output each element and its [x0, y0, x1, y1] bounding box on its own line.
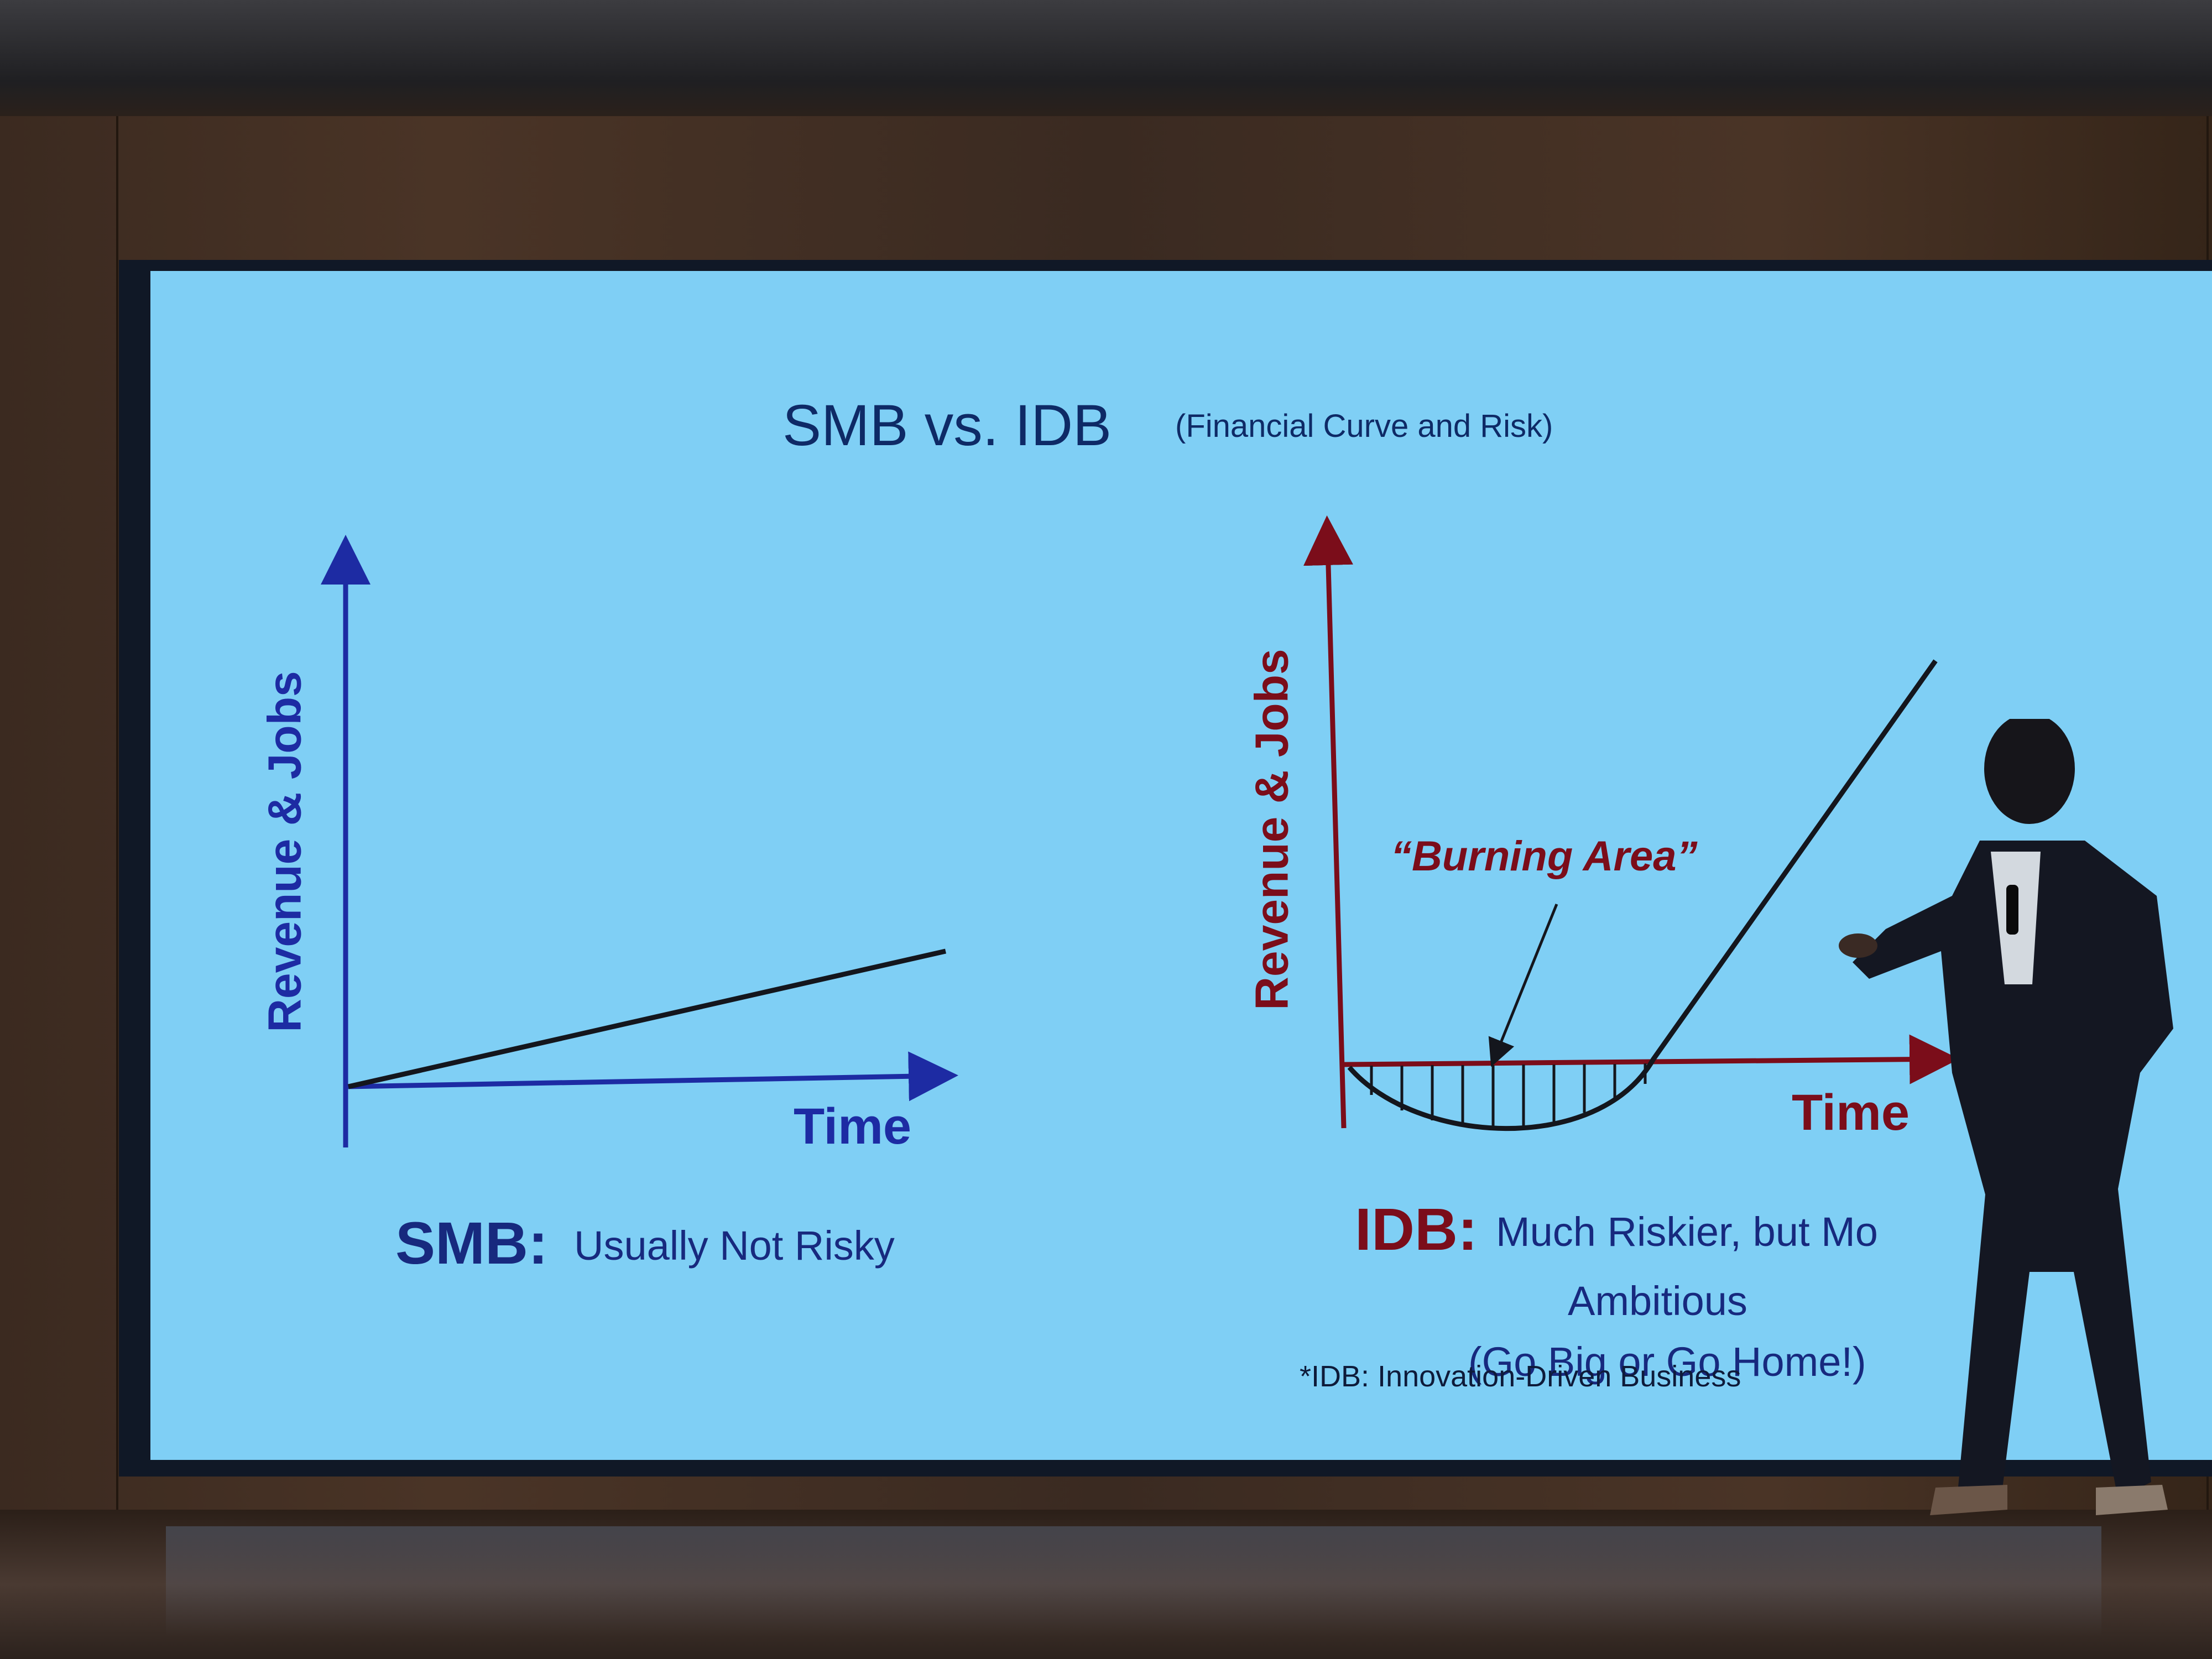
right-y-axis: [1303, 515, 1353, 1129]
projection-screen: [150, 271, 2212, 1460]
idb-caption-head: IDB:: [1355, 1196, 1478, 1262]
smb-caption-head: SMB:: [395, 1209, 548, 1276]
slide-title: SMB vs. IDB: [782, 393, 1112, 458]
left-x-axis: [345, 1051, 958, 1102]
burning-area-label: “Burning Area”: [1391, 833, 1698, 880]
right-x-axis: [1343, 1034, 1959, 1084]
speaker-silhouette: [1839, 719, 2173, 1515]
footnote: *IDB: Innovation-Driven Business: [1300, 1360, 1741, 1393]
right-x-axis-label: Time: [1792, 1084, 1910, 1141]
wall-seam: [116, 116, 118, 1510]
left-y-axis-label: Revenue & Jobs: [258, 671, 311, 1032]
smb-revenue-line: [348, 948, 946, 1089]
left-x-axis-label: Time: [794, 1098, 912, 1155]
ceiling: [0, 0, 2212, 116]
floor-reflection: [166, 1526, 2101, 1637]
stage-floor: [0, 1510, 2212, 1659]
smb-caption-text: Usually Not Risky: [574, 1223, 895, 1269]
burning-area-pointer: [1488, 904, 1558, 1067]
idb-revenue-curve: [1347, 659, 1938, 1131]
idb-caption-line3: (Go Big or Go Home!): [1468, 1339, 1866, 1385]
idb-caption-line2: Ambitious: [1568, 1278, 1747, 1324]
slide-subtitle: (Financial Curve and Risk): [1175, 408, 1553, 444]
idb-caption-line1: Much Riskier, but Mo: [1496, 1209, 1878, 1255]
burning-area-hatch: [1370, 1063, 1647, 1128]
right-y-axis-label: Revenue & Jobs: [1245, 649, 1298, 1010]
